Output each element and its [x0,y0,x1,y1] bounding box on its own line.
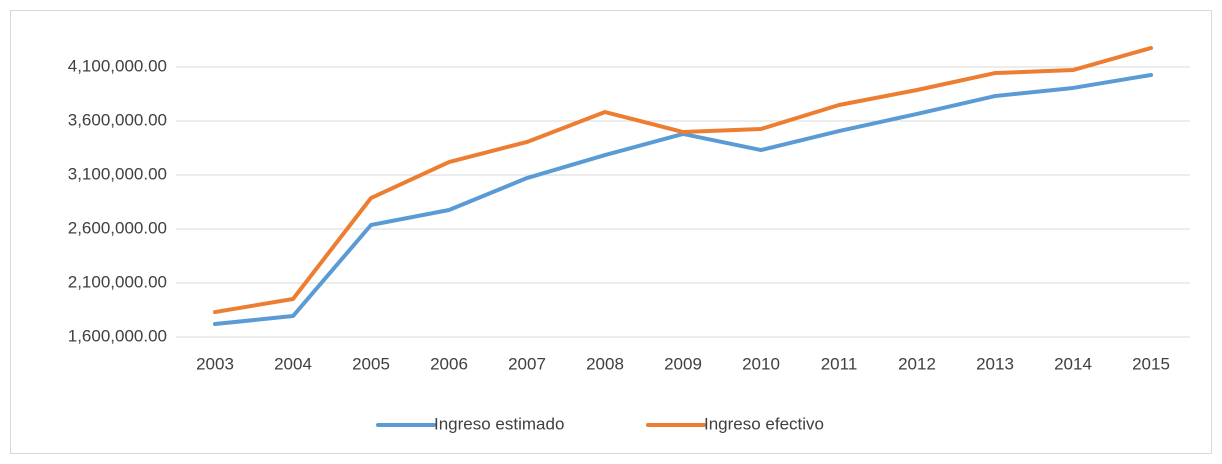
x-tick-label: 2008 [586,354,624,373]
y-tick-label: 4,100,000.00 [68,56,167,75]
x-tick-label: 2012 [898,354,936,373]
x-tick-label: 2014 [1054,354,1092,373]
legend-label: Ingreso estimado [434,414,564,433]
y-tick-label: 3,600,000.00 [68,110,167,129]
x-tick-label: 2010 [742,354,780,373]
x-tick-label: 2013 [976,354,1014,373]
chart-border [10,10,1212,454]
line-series [213,45,1153,315]
x-tick-label: 2009 [664,354,702,373]
x-tick-label: 2015 [1132,354,1170,373]
y-tick-label: 3,100,000.00 [68,164,167,183]
x-tick-label: 2011 [821,354,858,373]
x-tick-label: 2004 [274,354,312,373]
x-tick-label: 2007 [508,354,546,373]
y-tick-label: 1,600,000.00 [68,326,167,345]
y-tick-label: 2,600,000.00 [68,218,167,237]
x-tick-label: 2003 [196,354,234,373]
legend-label: Ingreso efectivo [704,414,824,433]
x-tick-label: 2005 [352,354,390,373]
x-tick-label: 2006 [430,354,468,373]
y-tick-label: 2,100,000.00 [68,272,167,291]
